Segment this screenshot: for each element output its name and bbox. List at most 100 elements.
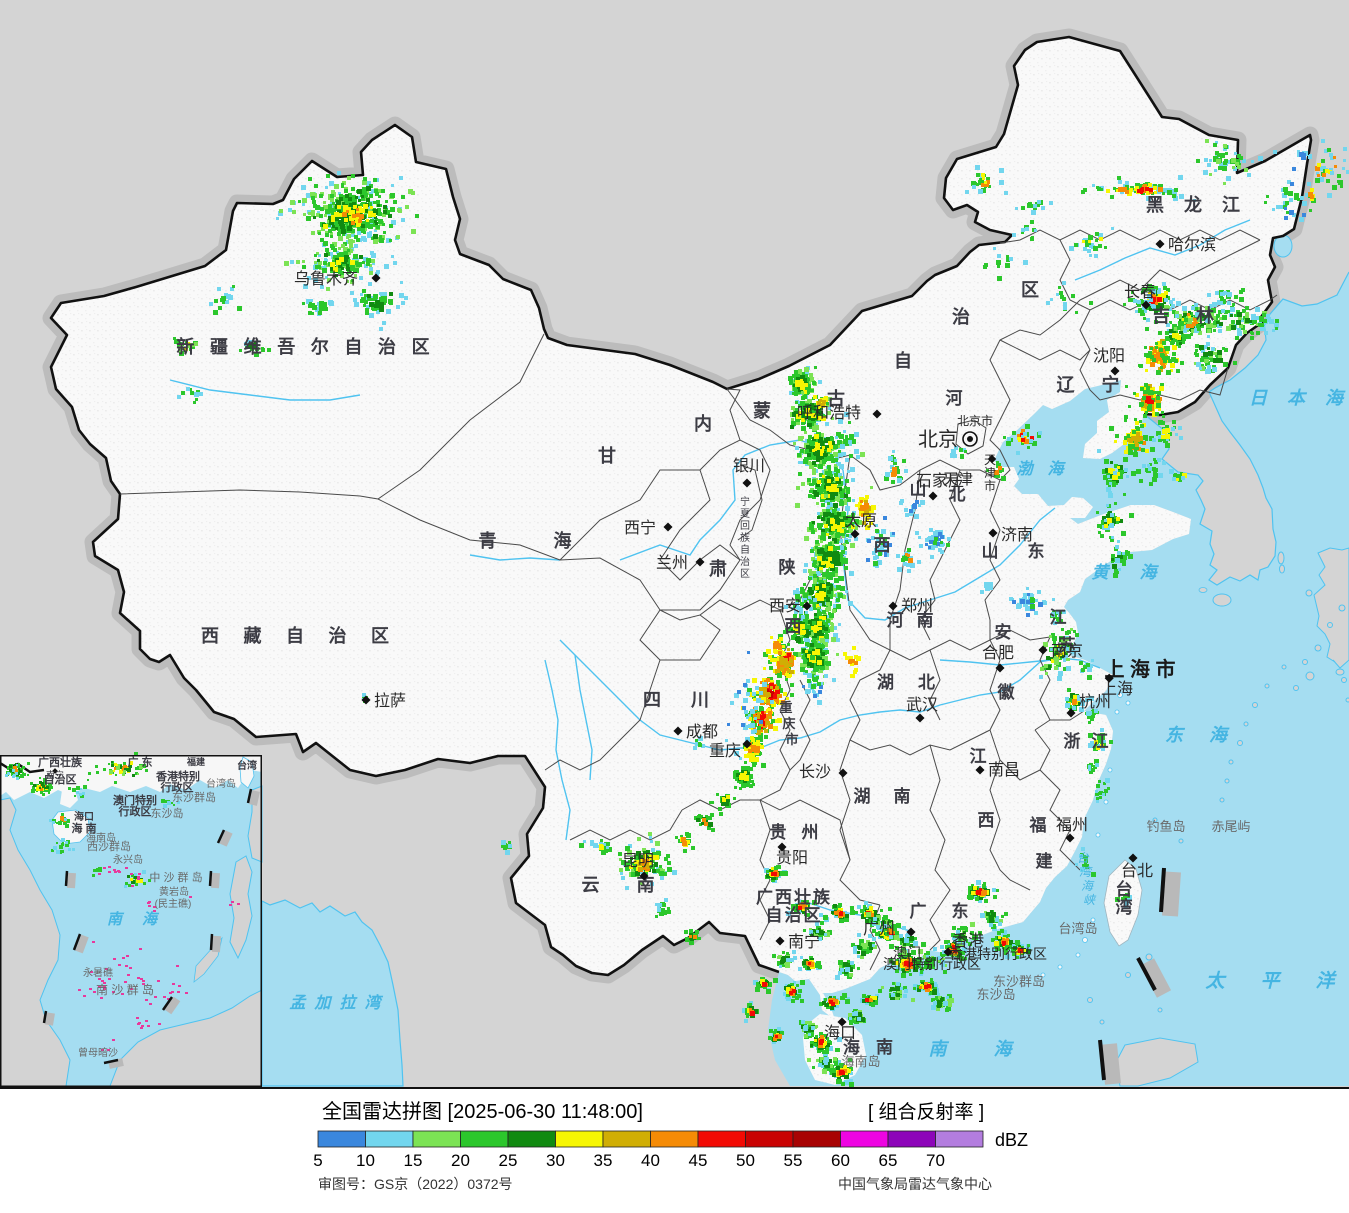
svg-text:蒙: 蒙 (753, 401, 771, 421)
svg-text:族: 族 (740, 531, 750, 544)
svg-text:自治区: 自治区 (44, 772, 77, 786)
svg-text:拉: 拉 (339, 994, 358, 1012)
svg-text:台湾岛: 台湾岛 (206, 777, 236, 790)
svg-text:西: 西 (874, 536, 891, 555)
svg-text:自: 自 (740, 543, 750, 556)
svg-text:建: 建 (1036, 851, 1053, 871)
svg-text:呼和浩特: 呼和浩特 (797, 404, 861, 422)
svg-text:徽: 徽 (997, 682, 1016, 702)
svg-text:10: 10 (356, 1151, 375, 1170)
svg-text:回: 回 (740, 520, 750, 532)
svg-text:60: 60 (831, 1151, 850, 1170)
svg-text:本: 本 (1287, 388, 1308, 408)
svg-text:自: 自 (344, 336, 362, 357)
svg-text:成都: 成都 (686, 723, 718, 741)
svg-text:北京: 北京 (918, 428, 958, 451)
svg-text:浙: 浙 (1064, 731, 1081, 751)
svg-text:东沙岛: 东沙岛 (976, 987, 1015, 1002)
svg-text:澳门: 澳门 (893, 945, 921, 961)
svg-text:长春: 长春 (1124, 283, 1156, 301)
svg-text:曾母暗沙: 曾母暗沙 (78, 1046, 118, 1059)
svg-text:日: 日 (1249, 388, 1268, 408)
svg-text:湖: 湖 (877, 673, 894, 692)
svg-text:40: 40 (641, 1151, 660, 1170)
svg-text:永暑礁: 永暑礁 (83, 966, 113, 979)
svg-text:台北: 台北 (1121, 862, 1153, 880)
svg-text:云: 云 (582, 875, 600, 895)
svg-text:海南岛: 海南岛 (86, 831, 116, 844)
svg-text:藏: 藏 (244, 626, 262, 646)
svg-text:河: 河 (946, 389, 963, 408)
svg-text:江: 江 (1050, 608, 1067, 627)
svg-text:内: 内 (694, 413, 712, 434)
svg-text:峡: 峡 (1083, 893, 1097, 907)
svg-text:海: 海 (1209, 725, 1230, 745)
svg-text:福: 福 (1029, 815, 1047, 835)
svg-text:福州: 福州 (1056, 816, 1088, 834)
svg-text:南: 南 (894, 786, 911, 806)
svg-text:中 沙 群 岛: 中 沙 群 岛 (149, 870, 202, 884)
svg-text:加: 加 (313, 994, 332, 1012)
svg-text:澳门特别行政区: 澳门特别行政区 (883, 956, 981, 972)
svg-text:台湾: 台湾 (237, 759, 257, 772)
svg-text:自: 自 (894, 350, 912, 371)
svg-text:石家庄: 石家庄 (916, 472, 964, 490)
svg-text:吾: 吾 (277, 337, 295, 357)
svg-text:广 东: 广 东 (127, 755, 152, 769)
svg-text:30: 30 (546, 1151, 565, 1170)
svg-text:龙: 龙 (1184, 194, 1202, 215)
svg-text:昆明: 昆明 (622, 853, 654, 870)
svg-text:南: 南 (107, 911, 125, 928)
svg-text:银川: 银川 (733, 457, 765, 475)
svg-text:宁: 宁 (740, 495, 750, 508)
svg-text:四: 四 (643, 690, 661, 710)
svg-text:济南: 济南 (1001, 526, 1033, 544)
svg-text:自治区: 自治区 (766, 905, 823, 925)
svg-text:黄: 黄 (1092, 563, 1112, 582)
svg-text:dBZ: dBZ (995, 1130, 1028, 1150)
svg-text:平: 平 (1260, 971, 1282, 992)
svg-text:黄岩岛: 黄岩岛 (159, 885, 189, 898)
svg-text:北: 北 (949, 485, 966, 504)
svg-text:区: 区 (1021, 280, 1039, 300)
svg-text:太原: 太原 (845, 512, 877, 530)
svg-text:湖: 湖 (854, 787, 871, 806)
svg-text:南昌: 南昌 (988, 761, 1020, 779)
svg-text:庆: 庆 (781, 716, 795, 731)
svg-text:治: 治 (378, 336, 396, 357)
svg-text:重庆: 重庆 (709, 742, 741, 760)
svg-text:孟: 孟 (289, 994, 307, 1012)
svg-text:福建: 福建 (186, 756, 206, 767)
svg-text:南: 南 (876, 1037, 893, 1057)
svg-text:维: 维 (244, 336, 262, 357)
svg-text:东沙群岛: 东沙群岛 (172, 790, 216, 804)
svg-text:东: 东 (1165, 725, 1186, 745)
svg-text:西: 西 (201, 626, 219, 646)
svg-text:广西壮族: 广西壮族 (756, 887, 832, 907)
svg-text:海口: 海口 (824, 1024, 856, 1042)
svg-text:海: 海 (142, 911, 160, 928)
svg-text:南宁: 南宁 (788, 933, 820, 951)
svg-text:55: 55 (784, 1151, 803, 1170)
svg-text:海: 海 (843, 1037, 860, 1057)
svg-text:尔: 尔 (311, 336, 329, 357)
svg-text:吉: 吉 (1152, 305, 1170, 326)
svg-text:审图号：GS京（2022）0372号: 审图号：GS京（2022）0372号 (318, 1176, 513, 1192)
svg-text:江: 江 (1222, 195, 1240, 215)
svg-text:南: 南 (917, 610, 934, 630)
svg-text:苏: 苏 (1059, 635, 1076, 655)
svg-text:市: 市 (984, 478, 996, 493)
svg-text:上海: 上海 (1101, 680, 1133, 698)
svg-text:西: 西 (978, 811, 995, 830)
svg-text:南: 南 (637, 874, 655, 895)
svg-text:安: 安 (995, 622, 1012, 642)
svg-text:甘: 甘 (598, 446, 616, 466)
svg-text:郑州: 郑州 (901, 597, 933, 615)
svg-text:太: 太 (1204, 970, 1227, 992)
svg-text:全国雷达拼图 [2025-06-30 11:48:00]: 全国雷达拼图 [2025-06-30 11:48:00] (322, 1100, 643, 1123)
svg-text:夏: 夏 (740, 508, 750, 520)
svg-text:沈阳: 沈阳 (1093, 347, 1125, 365)
svg-text:海: 海 (1140, 563, 1160, 582)
svg-text:长沙: 长沙 (799, 763, 831, 781)
svg-text:肃: 肃 (709, 558, 727, 579)
